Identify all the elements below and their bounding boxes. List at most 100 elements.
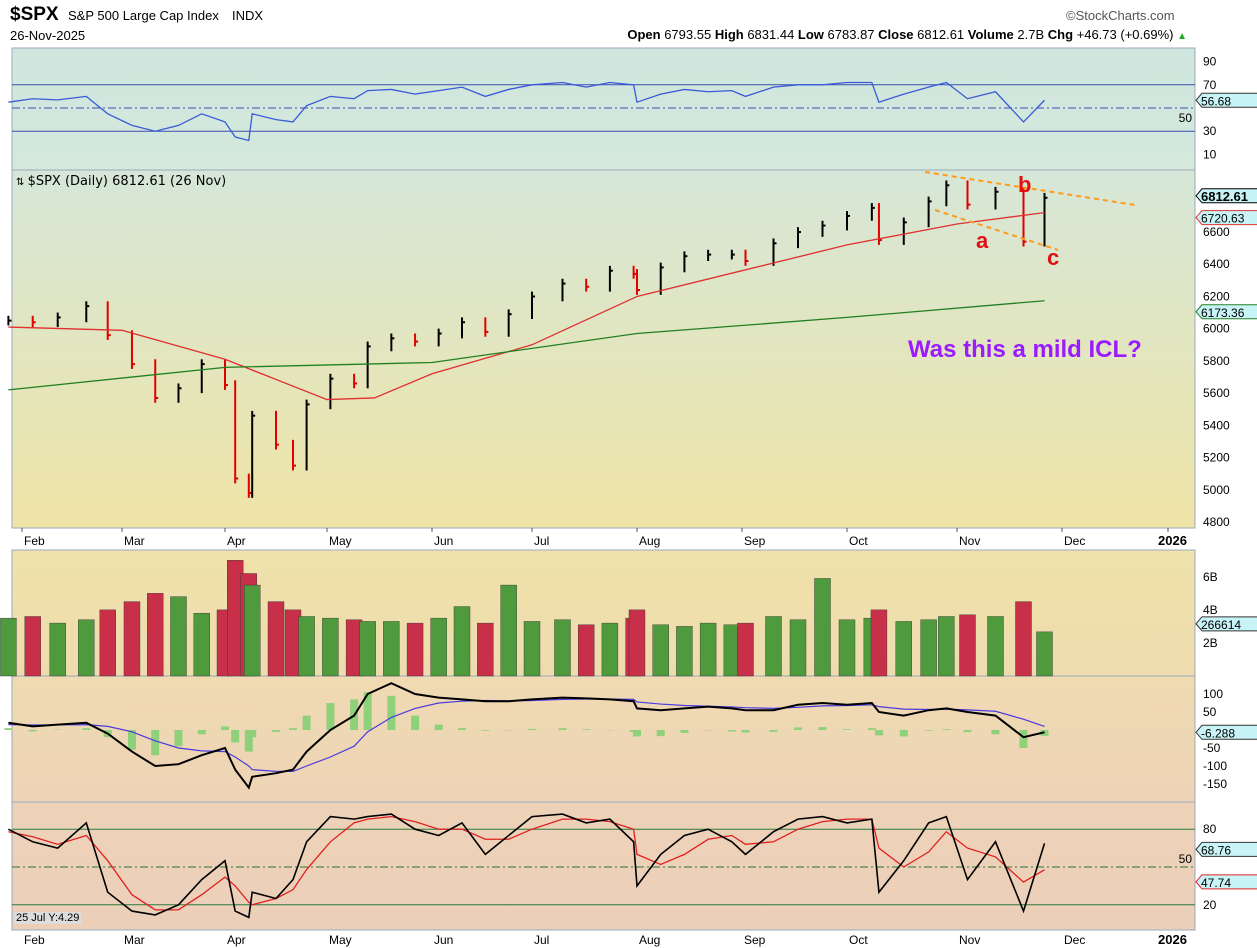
x-tick-bottom: Feb [24, 933, 45, 947]
ma200-line [8, 300, 1045, 391]
quote-label: Close [878, 27, 918, 42]
quote-bar: Open 6793.55 High 6831.44 Low 6783.87 Cl… [627, 27, 1187, 42]
price-last-tag [1195, 188, 1257, 204]
x-tick-bottom: Nov [959, 933, 980, 947]
macd-histogram-bar [794, 727, 802, 730]
quote-label: High [714, 27, 748, 42]
volume-bar [652, 624, 669, 677]
rsi-last: 56.68 [1201, 94, 1231, 108]
x-tick: Nov [959, 534, 980, 548]
price-tick: 5400 [1203, 418, 1230, 432]
channel-lower [934, 209, 1059, 251]
macd-histogram-bar [363, 692, 372, 730]
macd-histogram-bar [272, 730, 280, 732]
volume-bar [987, 616, 1004, 677]
volume-bar [193, 612, 210, 677]
volume-bar [938, 616, 955, 677]
macd-histogram-bar [82, 728, 91, 730]
bars-icon: ⇅ [16, 177, 28, 188]
volume-bar [765, 616, 782, 677]
macd-histogram-bar [818, 727, 827, 730]
macd-histogram-bar [741, 730, 750, 733]
quote-label: Low [797, 27, 828, 42]
volume-bar [298, 616, 315, 677]
volume-bar [383, 621, 400, 677]
up-arrow-icon: ▲ [1177, 31, 1187, 42]
ma50-last: 6720.63 [1201, 212, 1245, 226]
stoch-k-last: 68.76 [1201, 843, 1231, 857]
volume-tick: 4B [1203, 603, 1218, 617]
macd-tick: 50 [1203, 705, 1217, 719]
exchange: INDX [232, 8, 264, 23]
macd-histogram-bar [127, 730, 136, 750]
macd-tick: -100 [1203, 759, 1227, 773]
price-tick: 6400 [1203, 257, 1230, 271]
volume-bar [359, 621, 376, 677]
x-tick-bottom: Dec [1064, 933, 1085, 947]
rsi-tick: 70 [1203, 78, 1217, 92]
volume-bar [577, 624, 595, 677]
price-legend: ⇅ $SPX (Daily) 6812.61 (26 Nov) [16, 174, 226, 189]
price-tick: 5000 [1203, 483, 1230, 497]
volume-bar [814, 578, 831, 677]
price-tick: 5600 [1203, 386, 1230, 400]
volume-bar [267, 601, 285, 677]
x-tick: Sep [744, 534, 766, 548]
rsi-last-tag [1195, 92, 1257, 108]
annotation-text: Was this a mild ICL? [908, 336, 1142, 363]
macd-histogram-bar [481, 730, 490, 731]
volume-last-tag [1195, 616, 1257, 632]
quote-label: Open [627, 27, 665, 42]
macd-histogram-bar [28, 730, 37, 732]
price-tick: 5200 [1203, 451, 1230, 465]
x-tick-bottom: 2026 [1158, 932, 1187, 947]
macd-histogram-bar [221, 726, 229, 730]
stoch-tick: 20 [1203, 898, 1217, 912]
volume-bar [554, 619, 571, 677]
volume-tick: 6B [1203, 570, 1218, 584]
macd-histogram-bar [151, 730, 160, 756]
macd-histogram-bar [582, 729, 591, 730]
macd-histogram-bar [289, 728, 297, 730]
x-tick: Aug [639, 534, 660, 548]
stoch-tick: 50 [1179, 852, 1193, 866]
macd-histogram-bar [458, 728, 466, 730]
ma200-last: 6173.36 [1201, 306, 1245, 320]
quote-value: 6831.44 [747, 27, 798, 42]
x-tick: Jun [434, 534, 453, 548]
macd-line [8, 682, 1045, 790]
x-tick-bottom: Oct [849, 933, 868, 947]
macd-histogram-bar [434, 724, 443, 730]
ma50-line [8, 211, 1045, 401]
macd-histogram-bar [411, 715, 420, 730]
volume-bar [838, 619, 856, 677]
rsi-tick: 90 [1203, 55, 1217, 69]
rsi-tick: 50 [1179, 111, 1193, 125]
volume-bar [49, 622, 66, 677]
volume-bar [628, 609, 646, 677]
volume-bar [24, 616, 41, 677]
volume-tick: 2B [1203, 636, 1218, 650]
volume-bar [789, 619, 807, 677]
volume-bar [523, 621, 541, 677]
macd-histogram-bar [680, 730, 689, 733]
price-tick: 4800 [1203, 515, 1230, 529]
ma50-last-tag [1195, 210, 1257, 226]
volume-bar [78, 619, 95, 677]
price-tick: 6000 [1203, 322, 1230, 336]
ma200-last-tag [1195, 304, 1257, 320]
rsi-panel [11, 47, 1196, 171]
volume-bar [406, 622, 424, 677]
x-tick-bottom: Mar [124, 933, 145, 947]
volume-bar [737, 622, 754, 677]
quote-value: 6812.61 [917, 27, 968, 42]
wave-label: c [1047, 245, 1059, 270]
volume-bar [500, 584, 517, 677]
volume-bar [477, 622, 494, 677]
macd-histogram-bar [528, 728, 536, 730]
x-tick-bottom: Apr [227, 933, 246, 947]
volume-bar [453, 606, 471, 677]
volume-bar [870, 609, 888, 677]
macd-histogram-bar [867, 728, 876, 730]
